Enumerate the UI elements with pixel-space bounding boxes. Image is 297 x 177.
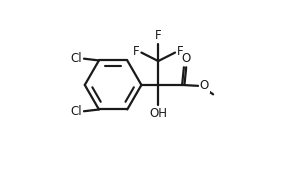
Text: F: F [155, 29, 162, 42]
Text: F: F [133, 45, 140, 58]
Text: O: O [200, 79, 209, 92]
Text: Cl: Cl [71, 52, 83, 65]
Text: F: F [177, 45, 184, 58]
Text: O: O [181, 52, 190, 65]
Text: Cl: Cl [71, 105, 83, 118]
Text: OH: OH [149, 107, 167, 120]
